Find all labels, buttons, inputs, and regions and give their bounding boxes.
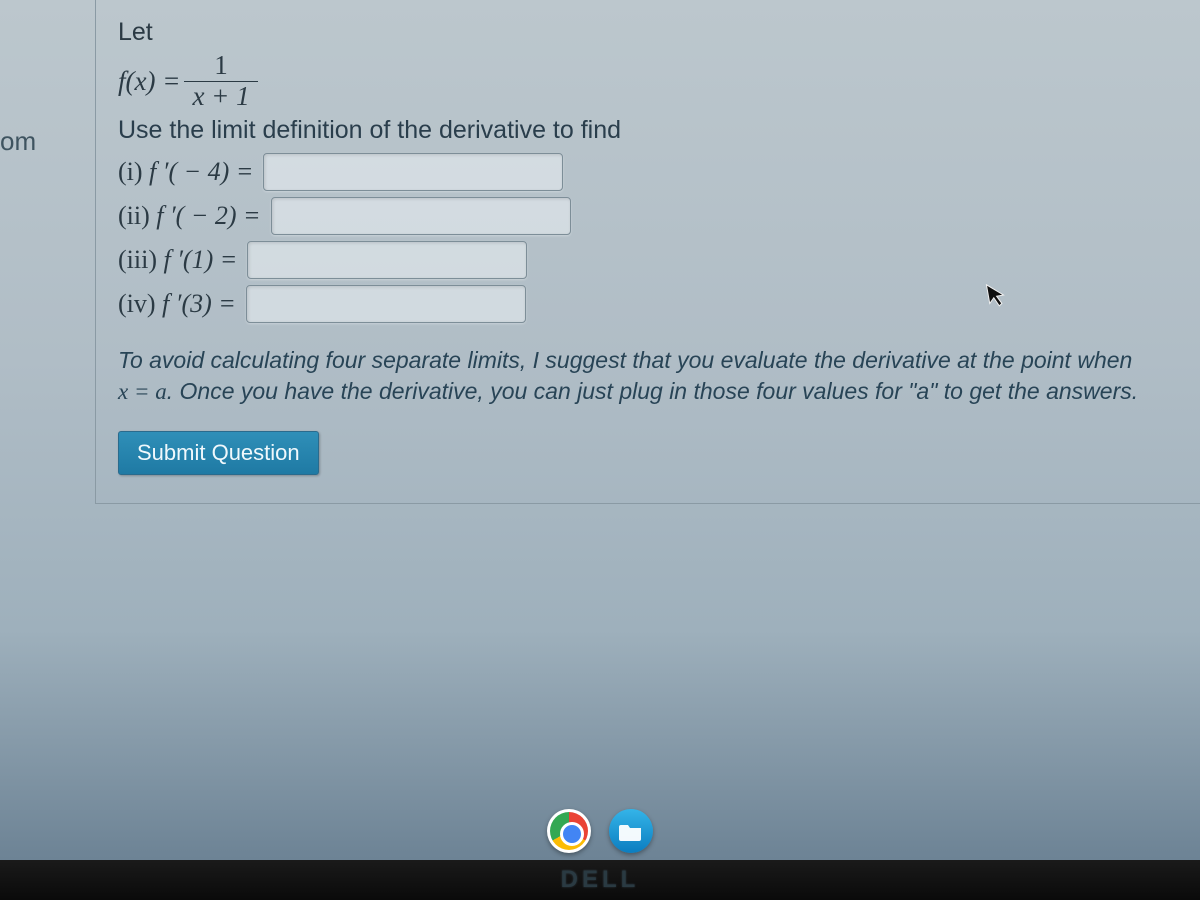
partial-nav-text: om [0, 126, 36, 157]
chrome-icon[interactable] [547, 809, 591, 853]
files-icon[interactable] [609, 809, 653, 853]
instruction-text: Use the limit definition of the derivati… [118, 116, 1178, 145]
function-definition: f(x) = 1 x + 1 [118, 51, 1178, 112]
folder-icon [619, 821, 643, 841]
answer-input-4[interactable] [246, 285, 526, 323]
question-card: Let f(x) = 1 x + 1 Use the limit definit… [95, 0, 1200, 504]
intro-text: Let [118, 18, 1178, 47]
hint-text: To avoid calculating four separate limit… [118, 345, 1178, 407]
part-label-2: (ii) f ′( − 2) = [118, 201, 261, 231]
answer-input-1[interactable] [263, 153, 563, 191]
fraction-numerator: 1 [206, 51, 236, 81]
answer-input-3[interactable] [247, 241, 527, 279]
fraction: 1 x + 1 [184, 51, 257, 112]
function-lhs: f(x) = [118, 66, 180, 97]
taskbar [0, 802, 1200, 860]
part-row-1: (i) f ′( − 4) = [118, 153, 1178, 191]
part-label-3: (iii) f ′(1) = [118, 245, 237, 275]
answer-input-2[interactable] [271, 197, 571, 235]
part-row-3: (iii) f ′(1) = [118, 241, 1178, 279]
part-row-2: (ii) f ′( − 2) = [118, 197, 1178, 235]
submit-question-button[interactable]: Submit Question [118, 431, 319, 475]
part-label-4: (iv) f ′(3) = [118, 289, 236, 319]
brand-label: DELL [561, 866, 640, 894]
part-row-4: (iv) f ′(3) = [118, 285, 1178, 323]
part-label-1: (i) f ′( − 4) = [118, 157, 253, 187]
fraction-denominator: x + 1 [184, 82, 257, 112]
monitor-bezel: DELL [0, 860, 1200, 900]
